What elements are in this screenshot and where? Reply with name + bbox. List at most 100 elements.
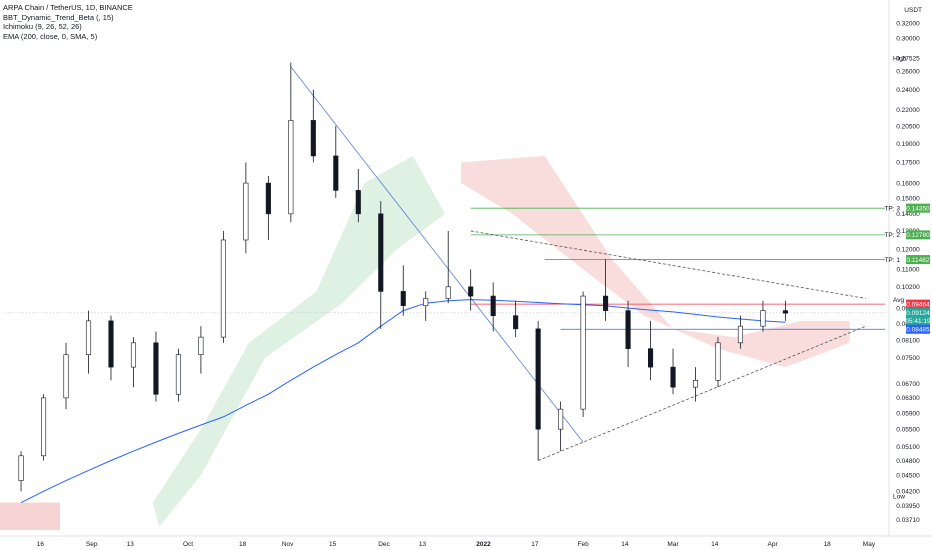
candle-body <box>603 295 609 311</box>
candle <box>175 348 181 402</box>
candles <box>18 62 788 492</box>
countdown-text: 05:41:19 <box>905 318 931 325</box>
time-axis[interactable]: 16 Sep 13 Oct 18 Nov 15 Dec 13 2022 17 Feb 14 Mar 14 Ap… <box>37 541 876 548</box>
y-tick-label: 0.05900 <box>896 410 920 417</box>
candle-body <box>333 155 339 191</box>
tp2-label: TP: 2 <box>884 232 900 239</box>
cloud-bearish <box>461 155 850 368</box>
tp3-tag-bg <box>906 203 930 213</box>
candle-body <box>378 213 384 292</box>
y-tick-label: 0.04800 <box>896 458 920 465</box>
entry-tag-bg <box>906 299 930 309</box>
tp3-tag-value: 0.14350 <box>906 205 930 212</box>
candle-body <box>647 348 654 368</box>
candle <box>40 394 47 461</box>
y-tick-label: 0.08100 <box>896 337 920 344</box>
candle <box>85 310 92 374</box>
trendline-0 <box>290 66 584 443</box>
candle <box>288 62 294 223</box>
candle-body <box>18 455 24 481</box>
trendline-1 <box>470 230 866 299</box>
x-tick-label: 13 <box>127 541 135 548</box>
y-tick-label: 0.04500 <box>896 473 920 480</box>
y-tick-label: 0.19000 <box>896 141 920 148</box>
x-tick-label: 16 <box>37 541 45 548</box>
candle-body <box>715 342 721 381</box>
candle <box>378 201 384 329</box>
x-tick-label: Oct <box>183 541 193 548</box>
candle <box>760 300 766 332</box>
candle <box>535 320 541 461</box>
legend-indicator-ema: EMA (200, close, 0, SMA, 5) <box>3 31 98 41</box>
ichimoku-cloud <box>0 155 850 531</box>
candle-body <box>535 328 541 430</box>
avg-label: Avg <box>893 297 904 304</box>
tp-levels <box>5 207 885 330</box>
last-price-tag-bg <box>906 308 930 318</box>
candle <box>513 300 519 338</box>
candle <box>670 348 676 395</box>
high-label: High <box>893 55 907 62</box>
candle-body <box>40 397 47 457</box>
candle-body <box>400 291 406 306</box>
candle <box>18 451 24 492</box>
x-tick-label: 2022 <box>476 541 491 548</box>
candle-body <box>423 298 429 306</box>
y-tick-label: 0.06300 <box>896 395 920 402</box>
candle <box>782 300 788 321</box>
y-tick-label: 0.03950 <box>896 503 920 510</box>
entry-tag-value: 0.09464 <box>906 301 930 308</box>
legend-indicator-bbt: BBT_Dynamic_Trend_Beta (, 15) <box>3 12 114 22</box>
candle <box>310 89 316 163</box>
y-tick-label: 0.05100 <box>896 444 920 451</box>
candle-body <box>625 310 631 349</box>
candle-body <box>198 336 204 355</box>
candle-body <box>692 379 699 388</box>
price-tags: 0.14350 TP: 3 0.12780 TP: 2 0.11482 TP: 1 0.09… <box>884 203 931 334</box>
support-tag-bg <box>906 324 930 334</box>
legend-indicator-ichimoku: Ichimoku (9, 26, 52, 26) <box>3 22 82 32</box>
y-tick-label: 0.12000 <box>896 247 920 254</box>
x-tick-label: 15 <box>329 541 337 548</box>
candle <box>243 162 249 254</box>
support-tag-value: 0.08485 <box>906 327 930 334</box>
x-tick-label: May <box>863 541 876 548</box>
candle-body <box>175 354 181 395</box>
candle <box>265 175 271 240</box>
candle-body <box>355 190 361 215</box>
candle <box>108 315 114 381</box>
currency-label: USDT <box>904 7 922 14</box>
candle <box>445 230 451 304</box>
candle <box>625 300 631 368</box>
x-tick-label: 18 <box>239 541 247 548</box>
y-tick-label: 0.24000 <box>896 87 920 94</box>
candle <box>692 367 699 402</box>
y-tick-label: 0.10200 <box>896 284 920 291</box>
x-tick-label: Nov <box>282 541 294 548</box>
price-axis[interactable]: 0.32000 0.30000 0.27525 0.26000 0.24000 0.220… <box>893 21 920 525</box>
x-tick-label: Mar <box>667 541 679 548</box>
trendlines <box>290 66 866 461</box>
y-tick-label: 0.03710 <box>896 517 920 524</box>
candle <box>737 315 744 349</box>
countdown-bg <box>906 317 930 326</box>
candle <box>647 320 654 381</box>
tp1-label: TP: 1 <box>884 257 900 264</box>
candle-body <box>243 182 249 241</box>
candle-body <box>580 295 586 410</box>
y-tick-label: 0.05500 <box>896 426 920 433</box>
candle-body <box>558 408 564 430</box>
x-tick-label: Feb <box>578 541 590 548</box>
candle-body <box>220 239 226 338</box>
chart-legend: ARPA Chain / TetherUS, 1D, BINANCE BBT_D… <box>3 3 133 41</box>
candle-body <box>130 342 137 368</box>
y-tick-label: 0.30000 <box>896 36 920 43</box>
trendline-2 <box>537 325 866 461</box>
candle <box>490 282 496 332</box>
x-tick-label: 13 <box>419 541 427 548</box>
candle <box>423 291 429 321</box>
last-price-tag-value: 0.09124 <box>906 310 930 317</box>
x-tick-label: 14 <box>711 541 719 548</box>
y-tick-label: 0.06700 <box>896 381 920 388</box>
